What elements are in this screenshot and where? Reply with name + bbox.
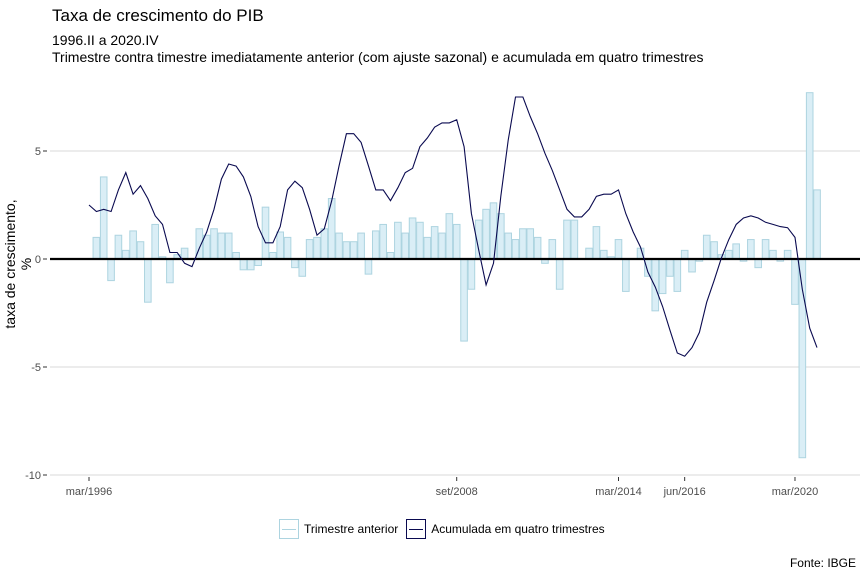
bar-trimestre-anterior — [151, 223, 159, 260]
bar-trimestre-anterior — [445, 213, 454, 260]
bar-trimestre-anterior — [276, 231, 285, 260]
bar-trimestre-anterior — [261, 206, 270, 260]
bar-trimestre-anterior — [555, 258, 564, 290]
bar-trimestre-anterior — [460, 258, 468, 342]
bar-trimestre-anterior — [298, 258, 307, 277]
bar-trimestre-anterior — [217, 232, 226, 260]
bar-trimestre-anterior — [747, 239, 755, 260]
bar-trimestre-anterior — [379, 223, 387, 260]
bar-trimestre-anterior — [180, 247, 189, 260]
y-tick-label: 0 — [35, 254, 41, 266]
x-tick-label: jun/2016 — [663, 486, 706, 498]
bar-trimestre-anterior — [482, 208, 490, 260]
x-tick-label: mar/2020 — [772, 486, 818, 498]
bar-trimestre-anterior — [136, 241, 145, 260]
bar-trimestre-anterior — [99, 176, 108, 260]
bar-trimestre-anterior — [548, 239, 557, 260]
bar-trimestre-anterior — [357, 232, 365, 260]
legend-key-bar — [279, 519, 299, 539]
y-tick-label: -10 — [25, 470, 41, 482]
bar-trimestre-anterior — [364, 258, 373, 275]
bar-trimestre-anterior — [114, 234, 123, 260]
bar-trimestre-anterior — [107, 258, 115, 282]
x-tick-label: set/2008 — [436, 486, 478, 498]
bar-trimestre-anterior — [791, 258, 799, 305]
bar-trimestre-anterior — [305, 239, 314, 260]
bar-trimestre-anterior — [438, 232, 446, 260]
bar-trimestre-anterior — [401, 232, 410, 260]
bar-trimestre-anterior — [702, 234, 711, 260]
bar-trimestre-anterior — [504, 232, 512, 260]
chart-title: Taxa de crescimento do PIB — [52, 6, 264, 25]
bar-trimestre-anterior — [680, 249, 689, 260]
bar-trimestre-anterior — [526, 228, 535, 260]
bar-trimestre-anterior — [467, 258, 476, 290]
bar-trimestre-anterior — [599, 249, 608, 260]
bar-trimestre-anterior — [408, 217, 417, 260]
legend-label-line: Acumulada em quatro trimestres — [431, 522, 605, 536]
bar-trimestre-anterior — [754, 258, 763, 269]
bar-trimestre-anterior — [129, 230, 137, 260]
bar-trimestre-anterior — [320, 228, 329, 260]
bar-trimestre-anterior — [519, 228, 527, 260]
bar-trimestre-anterior — [416, 221, 424, 260]
bar-trimestre-anterior — [489, 202, 498, 260]
bar-trimestre-anterior — [423, 236, 432, 260]
source-note: Fonte: IBGE — [789, 556, 856, 570]
bar-trimestre-anterior — [592, 226, 601, 260]
bar-trimestre-anterior — [313, 236, 321, 260]
bar-trimestre-anterior — [724, 249, 733, 260]
bar-trimestre-anterior — [805, 92, 814, 260]
bar-trimestre-anterior — [210, 228, 218, 260]
bar-trimestre-anterior — [342, 241, 351, 260]
bar-trimestre-anterior — [673, 258, 682, 292]
bar-trimestre-anterior — [585, 247, 593, 260]
bar-trimestre-anterior — [622, 258, 630, 292]
bar-trimestre-anterior — [335, 232, 343, 260]
bar-trimestre-anterior — [533, 236, 542, 260]
bar-trimestre-anterior — [813, 189, 821, 260]
bar-trimestre-anterior — [166, 258, 174, 284]
bar-trimestre-anterior — [224, 232, 233, 260]
chart-subtitle-description: Trimestre contra timestre imediatamente … — [52, 49, 704, 65]
x-tick-label: mar/1996 — [66, 486, 112, 498]
bar-trimestre-anterior — [644, 258, 652, 277]
y-tick-label: -5 — [31, 362, 41, 374]
bar-trimestre-anterior — [511, 239, 520, 260]
bar-trimestre-anterior — [239, 258, 248, 271]
bar-trimestre-anterior — [783, 249, 792, 260]
y-tick-label: 5 — [35, 146, 41, 158]
legend: Trimestre anterior Acumulada em quatro t… — [279, 519, 605, 539]
bar-trimestre-anterior — [651, 258, 660, 312]
bar-trimestre-anterior — [658, 258, 667, 295]
bar-trimestre-anterior — [349, 241, 358, 260]
bar-trimestre-anterior — [372, 230, 380, 260]
bar-trimestre-anterior — [291, 258, 299, 269]
x-tick-label: mar/2014 — [595, 486, 641, 498]
bar-trimestre-anterior — [283, 236, 292, 260]
bar-trimestre-anterior — [666, 258, 674, 277]
bar-trimestre-anterior — [710, 241, 718, 260]
bar-trimestre-anterior — [121, 249, 130, 260]
chart-subtitle-period: 1996.II a 2020.IV — [52, 32, 159, 48]
bar-trimestre-anterior — [761, 239, 770, 260]
bar-trimestre-anterior — [769, 249, 777, 260]
bar-trimestre-anterior — [202, 234, 211, 260]
legend-label-bar: Trimestre anterior — [304, 522, 399, 536]
bar-trimestre-anterior — [394, 221, 402, 260]
bar-trimestre-anterior — [430, 226, 439, 260]
bar-trimestre-anterior — [563, 219, 571, 260]
bar-trimestre-anterior — [570, 219, 579, 260]
bar-trimestre-anterior — [92, 236, 101, 260]
bar-trimestre-anterior — [688, 258, 696, 273]
bar-trimestre-anterior — [246, 258, 255, 271]
bar-trimestre-anterior — [732, 243, 740, 260]
bar-trimestre-anterior — [144, 258, 152, 303]
legend-key-line — [406, 519, 427, 539]
line-acumulada-quatro-trimestres — [88, 96, 818, 357]
bar-trimestre-anterior — [452, 223, 461, 260]
bar-trimestre-anterior — [614, 239, 623, 260]
